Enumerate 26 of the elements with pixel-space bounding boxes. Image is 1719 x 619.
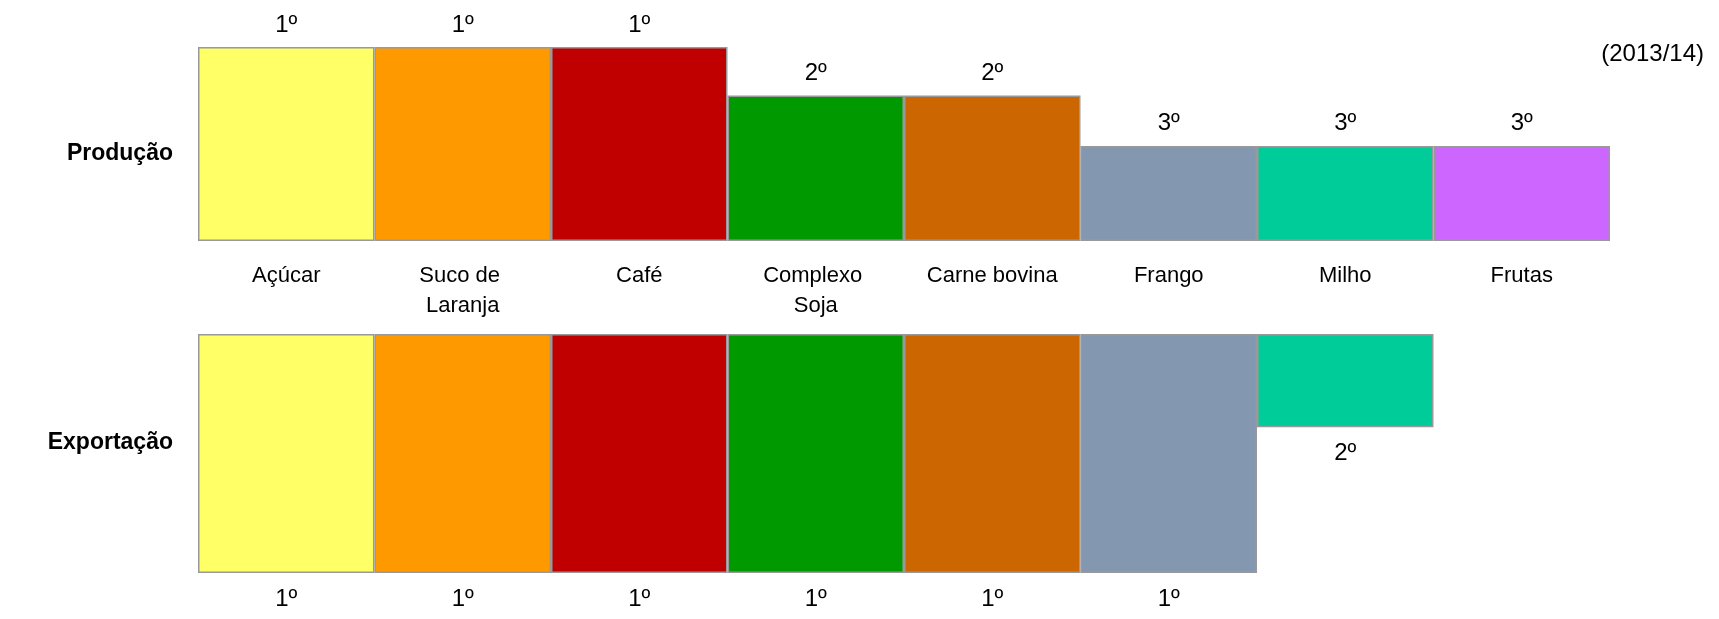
x-tick-label: Carne bovina [926,261,1059,287]
annotation: 3º [1334,108,1357,136]
x-tick-label: Suco de Laranja [419,261,507,317]
annotation: 2º [804,58,828,85]
series-label: Produção [66,138,173,165]
annotation: 3º [1157,108,1181,136]
annotation: 2º [1334,437,1357,465]
annotation: 1º [1157,583,1181,611]
x-tick-label: Frutas [1490,261,1553,287]
annotation: 1º [981,583,1004,611]
annotation: 3º [1510,108,1534,136]
x-tick-label: Milho [1318,261,1372,287]
annotation: 1º [451,9,475,37]
x-tick-label: Café [616,261,663,287]
annotation: 2º [981,58,1004,85]
annotation: 1º [804,583,828,611]
series-label: Exportação [47,427,173,454]
annotation: 1º [451,583,475,611]
x-tick-label: Frango [1133,261,1204,287]
annotation: 1º [628,9,651,37]
annotation: 1º [275,583,298,611]
annotation: 1º [628,583,651,611]
x-tick-label: Complexo Soja [763,261,869,317]
x-tick-label: Açúcar [252,261,321,287]
annotation: 1º [275,9,298,37]
annotation: (2013/14) [1601,38,1705,66]
